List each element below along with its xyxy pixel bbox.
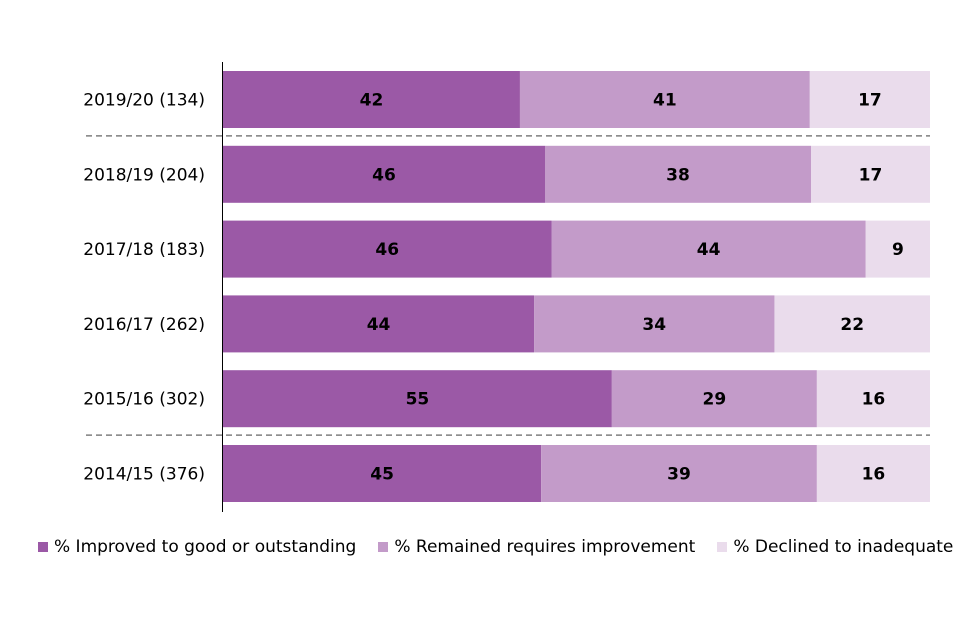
category-label: 2018/19 (204) [83, 165, 205, 185]
data-label: 16 [862, 390, 886, 410]
bar-segment-2 [519, 71, 810, 128]
data-label: 17 [859, 165, 883, 185]
data-label: 44 [697, 240, 721, 260]
data-label: 55 [406, 390, 430, 410]
data-label: 46 [372, 165, 396, 185]
bar-segment-3 [816, 445, 930, 502]
bar-segment-3 [809, 71, 930, 128]
bar-segment-2 [545, 145, 811, 203]
category-label: 2016/17 (262) [83, 315, 205, 335]
data-label: 16 [862, 465, 886, 485]
legend-swatch [378, 542, 389, 552]
category-label: 2014/15 (376) [83, 465, 205, 485]
data-label: 38 [666, 165, 690, 185]
data-label: 46 [375, 240, 399, 260]
legend-item-2: % Remained requires improvement [378, 537, 695, 557]
legend: % Improved to good or outstanding % Remai… [38, 537, 960, 557]
category-label: 2015/16 (302) [83, 390, 205, 410]
bar-segment-1 [223, 145, 545, 203]
legend-label: % Remained requires improvement [394, 537, 696, 557]
legend-item-1: % Improved to good or outstanding [38, 537, 356, 557]
category-label: 2017/18 (183) [83, 240, 205, 260]
data-label: 9 [892, 240, 904, 260]
data-label: 41 [653, 91, 677, 111]
data-label: 39 [667, 465, 691, 485]
legend-label: % Declined to inadequate [733, 537, 954, 557]
bar-segment-2 [551, 220, 866, 278]
legend-label: % Improved to good or outstanding [54, 537, 357, 557]
stacked-bar-chart: 42 41 17 2019/20 (134) 46 38 17 2018/19 (204) 46… [83, 62, 930, 512]
data-label: 22 [840, 315, 864, 335]
bar-segment-2 [611, 370, 817, 428]
legend-swatch [38, 542, 48, 552]
bar-segment-1 [223, 71, 520, 128]
bar-segment-3 [811, 145, 930, 203]
data-label: 44 [367, 315, 391, 335]
legend-swatch [717, 542, 728, 552]
bar-segment-2 [541, 445, 817, 502]
bar-segment-1 [223, 220, 552, 278]
data-label: 42 [360, 91, 384, 111]
data-label: 45 [370, 465, 394, 485]
bar-segment-1 [223, 370, 612, 428]
category-label: 2019/20 (134) [83, 91, 205, 111]
bar-segment-2 [534, 295, 775, 353]
data-label: 34 [642, 315, 666, 335]
bar-segment-3 [774, 295, 930, 353]
data-label: 17 [858, 91, 882, 111]
bar-segment-1 [223, 295, 535, 353]
data-label: 29 [703, 390, 727, 410]
legend-item-3: % Declined to inadequate [717, 537, 953, 557]
bar-segment-3 [865, 220, 930, 278]
bar-segment-1 [223, 445, 542, 502]
bar-segment-3 [816, 370, 930, 428]
